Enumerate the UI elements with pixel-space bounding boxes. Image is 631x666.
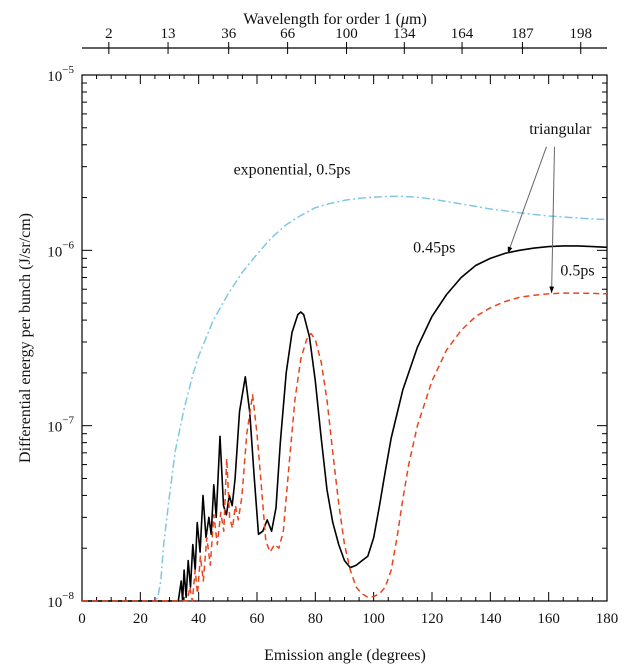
top-tick-label: 198 xyxy=(570,26,593,42)
y-tick-label: 10−8 xyxy=(47,590,74,611)
x-tick-label: 60 xyxy=(250,611,265,627)
top-tick-label: 36 xyxy=(221,26,237,42)
tick-labels: 0 20 40 60 80 100 120 140 160 180 10−8 10−7 10−6 10−5… xyxy=(47,26,618,627)
arrow-head xyxy=(507,246,513,254)
x-axis-title: Emission angle (degrees) xyxy=(264,647,426,664)
annotation-exponential: exponential, 0.5ps xyxy=(234,162,351,179)
annotation-triangular: triangular xyxy=(529,121,592,138)
x-tick-label: 80 xyxy=(308,611,323,627)
top-tick-label: 134 xyxy=(393,26,416,42)
x-tick-label: 40 xyxy=(191,611,206,627)
arrow-head xyxy=(549,286,555,294)
x-tick-label: 120 xyxy=(421,611,444,627)
top-tick-label: 13 xyxy=(161,26,176,42)
x-tick-label: 160 xyxy=(537,611,560,627)
data-curves xyxy=(82,195,608,602)
top-axis-title: Wavelength for order 1 (μm) xyxy=(243,11,427,28)
plot-frame xyxy=(81,74,608,602)
top-tick-label: 66 xyxy=(280,26,296,42)
x-tick-label: 20 xyxy=(133,611,148,627)
y-tick-label: 10−5 xyxy=(47,64,74,85)
top-tick-label: 2 xyxy=(105,26,113,42)
x-tick-label: 0 xyxy=(78,611,86,627)
annotation-05ps: 0.5ps xyxy=(560,262,594,279)
y-tick-label: 10−7 xyxy=(47,415,74,436)
top-tick-label: 100 xyxy=(335,26,358,42)
x-tick-label: 180 xyxy=(596,611,619,627)
tick-marks xyxy=(81,42,608,602)
arrow-line xyxy=(551,146,555,294)
y-tick-label: 10−6 xyxy=(47,239,74,260)
x-tick-label: 140 xyxy=(479,611,502,627)
x-tick-label: 100 xyxy=(362,611,385,627)
arrow-line xyxy=(507,146,547,254)
top-tick-label: 164 xyxy=(451,26,474,42)
triangular-045ps-curve xyxy=(82,245,608,602)
annotation-045ps: 0.45ps xyxy=(413,240,455,257)
exponential-curve xyxy=(82,195,608,602)
top-tick-label: 187 xyxy=(511,26,534,42)
y-axis-title: Differential energy per bunch (J/sr/cm) xyxy=(17,213,34,463)
annotation-arrows xyxy=(507,146,555,294)
triangular-05ps-curve xyxy=(82,292,608,602)
